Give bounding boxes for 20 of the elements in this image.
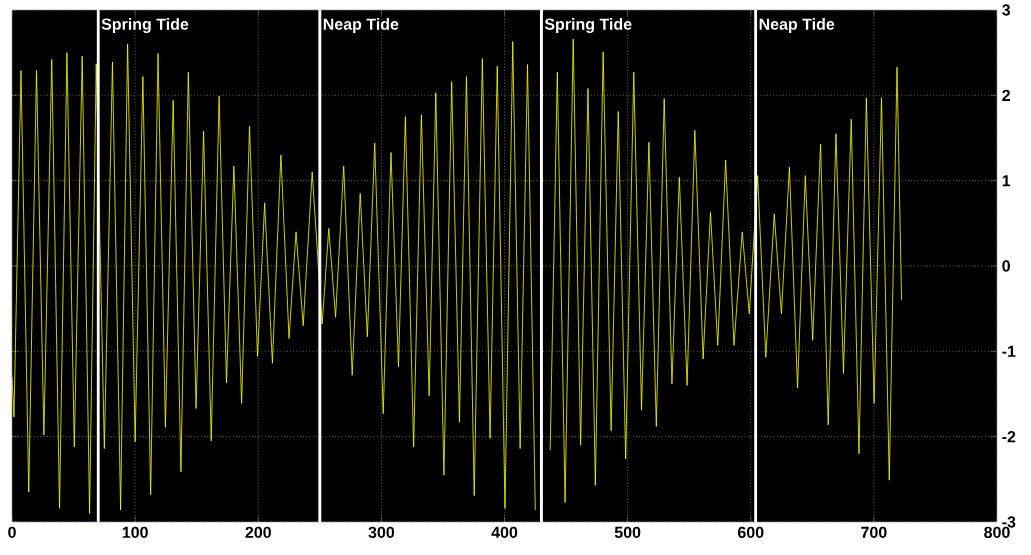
x-tick-label: 0 [8, 526, 16, 539]
x-tick-label: 800 [984, 526, 1010, 539]
ref-line-label: Neap Tide [323, 18, 399, 33]
x-tick-label: 600 [737, 526, 764, 539]
y-tick-label: 3 [1002, 4, 1011, 16]
y-tick-label: 0 [1002, 260, 1010, 272]
x-tick-label: 200 [245, 526, 271, 539]
y-tick-label: 1 [1002, 175, 1011, 187]
x-tick-label: 400 [491, 526, 518, 539]
x-tick-label: 300 [368, 526, 395, 539]
x-tick-label: 500 [614, 526, 641, 539]
y-tick-label: 2 [1002, 89, 1010, 101]
y-tick-label: -3 [1002, 516, 1016, 528]
ref-line-label: Spring Tide [544, 18, 632, 34]
ref-line-label: Spring Tide [101, 18, 189, 34]
ref-line-label: Neap Tide [759, 18, 835, 33]
x-tick-label: 100 [122, 526, 148, 539]
y-tick-label: -2 [1002, 431, 1016, 443]
x-tick-label: 700 [861, 526, 887, 539]
y-tick-label: -1 [1002, 345, 1016, 357]
